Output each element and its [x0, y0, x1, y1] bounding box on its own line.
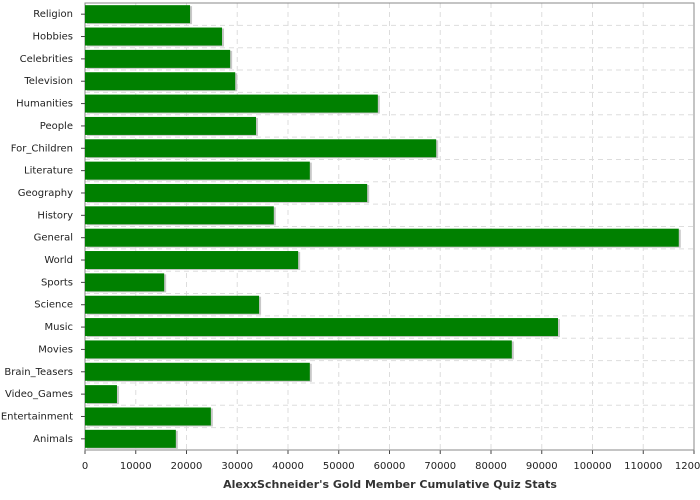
plot-frame [84, 2, 695, 451]
bar [85, 27, 223, 46]
bar [85, 49, 231, 68]
bar [85, 251, 299, 270]
y-tick-label: Music [45, 322, 73, 333]
x-tick-label: 60000 [374, 461, 406, 472]
y-tick-label: Humanities [16, 99, 73, 110]
x-tick-label: 110000 [624, 461, 662, 472]
y-tick-label: Brain_Teasers [4, 367, 73, 378]
y-tick-label: General [34, 233, 73, 244]
y-tick-label: Movies [38, 344, 73, 355]
y-tick-label: Television [23, 76, 73, 87]
x-tick-label: 120000 [675, 461, 700, 472]
x-tick-label: 40000 [272, 461, 304, 472]
bar [85, 429, 176, 448]
bar [85, 295, 260, 314]
bar [85, 385, 117, 404]
y-tick-label: Animals [33, 434, 73, 445]
bar [85, 161, 310, 180]
y-tick-label: History [37, 210, 73, 221]
y-tick-label: Entertainment [1, 411, 73, 422]
x-tick-label: 70000 [424, 461, 456, 472]
bar [85, 318, 558, 337]
bar [85, 340, 512, 359]
x-tick-label: 20000 [171, 461, 203, 472]
y-tick-label: Sports [41, 277, 73, 288]
bar [85, 183, 368, 202]
y-tick-label: Celebrities [20, 54, 73, 65]
bar [85, 94, 378, 113]
x-tick-label: 0 [82, 461, 88, 472]
bar [85, 206, 274, 225]
x-tick-label: 100000 [573, 461, 611, 472]
bar [85, 273, 165, 292]
y-tick-label: Geography [18, 188, 73, 199]
y-tick-label: World [44, 255, 73, 266]
y-tick-label: People [40, 121, 73, 132]
y-tick-label: Hobbies [33, 32, 73, 43]
bar [85, 72, 236, 91]
x-tick-label: 90000 [526, 461, 558, 472]
bar [85, 362, 310, 381]
x-tick-label: 30000 [221, 461, 253, 472]
x-axis-title: AlexxSchneider's Gold Member Cumulative … [223, 478, 557, 491]
y-tick-label: Literature [24, 166, 73, 177]
bar [85, 5, 191, 24]
y-tick-label: Religion [33, 9, 73, 20]
x-tick-label: 50000 [323, 461, 355, 472]
x-tick-label: 80000 [475, 461, 507, 472]
bar [85, 228, 679, 247]
bar [85, 407, 211, 426]
y-tick-label: Video_Games [5, 389, 73, 400]
x-tick-label: 10000 [120, 461, 152, 472]
y-tick-label: For_Children [11, 143, 73, 154]
bar [85, 116, 257, 135]
bar [85, 139, 437, 158]
y-tick-label: Science [34, 300, 73, 311]
